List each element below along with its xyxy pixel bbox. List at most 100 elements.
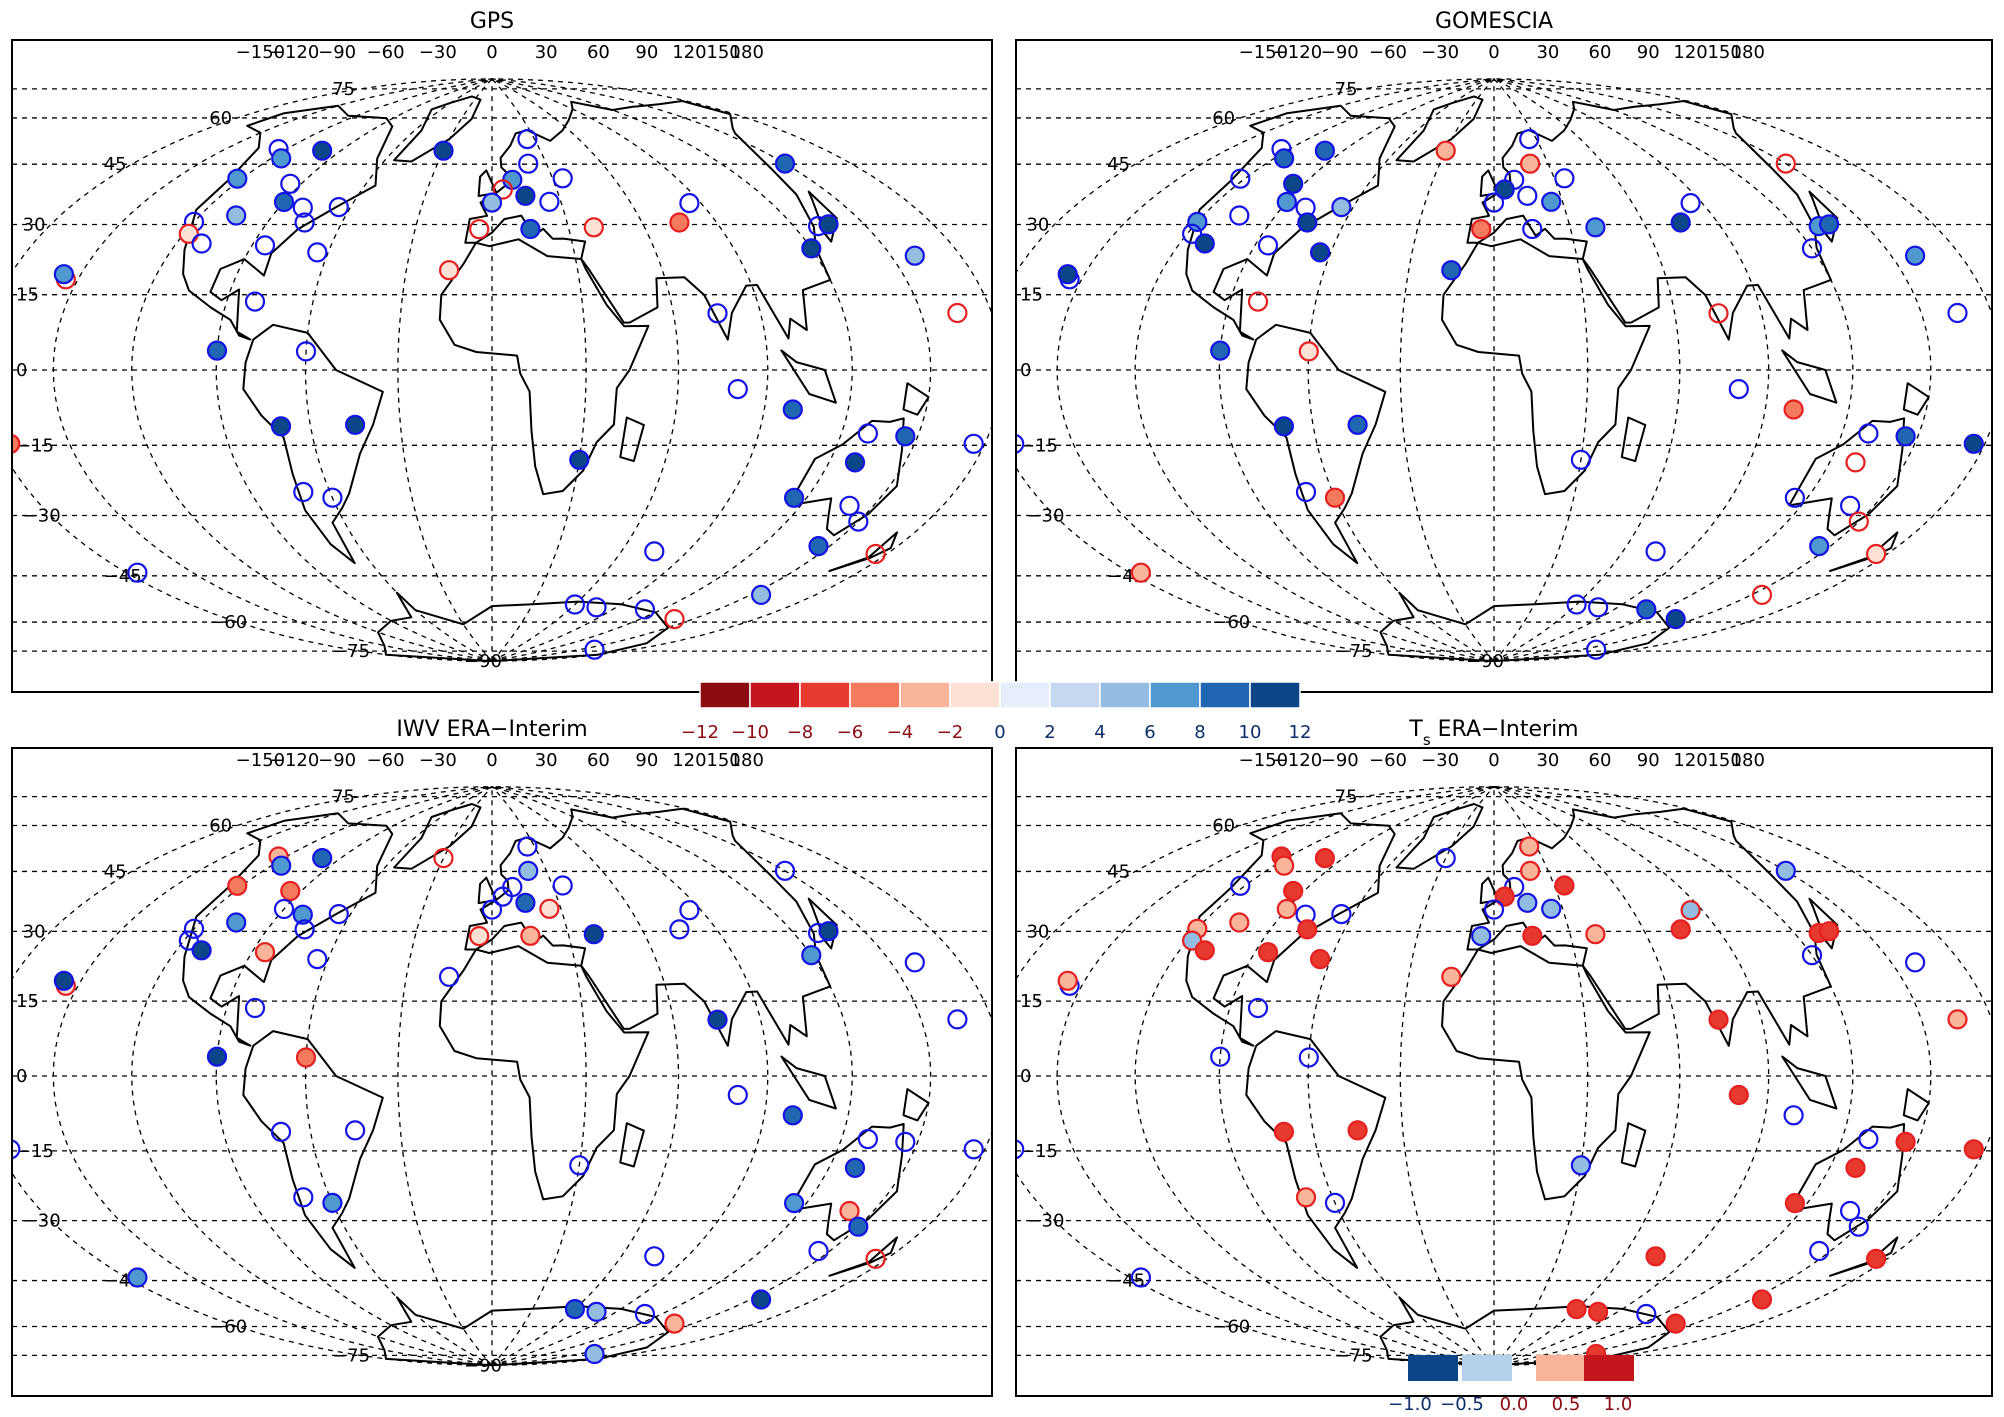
colorbar-tick-label: 12: [1289, 722, 1312, 743]
station-marker: [895, 1131, 916, 1153]
lon-tick-label: 0: [1488, 42, 1499, 63]
station-marker: [1680, 193, 1701, 214]
colorbar-swatch: [749, 681, 801, 709]
lat-tick-label: 60: [1212, 815, 1235, 836]
station-marker: [1783, 1105, 1804, 1126]
station-marker: [294, 212, 315, 233]
colorbar-tick-label: 4: [1094, 722, 1105, 743]
station-marker: [1273, 416, 1295, 437]
station-marker: [1298, 1047, 1319, 1068]
station-marker: [127, 562, 148, 583]
coastline: [242, 1030, 384, 1269]
coastline: [1788, 417, 1906, 537]
coastline: [1781, 349, 1838, 404]
meridian-line: [1134, 78, 1495, 662]
station-marker: [774, 860, 796, 881]
lon-tick-label: 30: [1536, 42, 1559, 63]
station-marker: [1517, 892, 1538, 913]
station-marker: [774, 153, 796, 174]
station-marker: [1519, 129, 1540, 150]
lon-tick-label: −60: [367, 42, 405, 63]
colorbar-tick-label: 0.0: [1500, 1394, 1529, 1415]
station-marker: [707, 303, 728, 324]
lat-tick-label: −90: [464, 651, 502, 672]
meridian-line: [491, 78, 680, 662]
station-marker: [586, 597, 607, 618]
lat-tick-label: −15: [16, 435, 54, 456]
coastline: [182, 104, 394, 341]
station-marker: [227, 168, 248, 189]
station-marker: [1273, 1121, 1295, 1143]
station-marker: [1519, 836, 1540, 857]
station-marker: [1845, 452, 1866, 473]
station-marker: [1257, 942, 1279, 963]
station-marker: [569, 1155, 590, 1176]
station-marker: [1801, 945, 1823, 966]
lon-tick-label: −90: [1321, 750, 1359, 771]
station-marker: [1210, 1046, 1231, 1067]
station-marker: [1494, 179, 1515, 200]
station-marker: [1331, 197, 1352, 218]
colorbar-swatch: [1149, 681, 1201, 709]
station-marker: [515, 185, 536, 206]
lon-tick-label: 30: [1536, 750, 1559, 771]
station-marker: [481, 192, 503, 213]
station-marker: [963, 433, 984, 454]
colorbar-main: −12 −10 −8 −6 −4 −2 0 2 4 6 8 10 12: [681, 681, 1312, 743]
station-marker: [634, 599, 656, 620]
station-marker: [307, 948, 328, 970]
lon-tick-label: 90: [1637, 42, 1660, 63]
coastline: [438, 238, 650, 496]
station-marker: [1645, 1246, 1666, 1267]
station-marker: [1839, 1200, 1861, 1222]
station-marker: [848, 511, 869, 532]
station-marker: [1210, 340, 1231, 361]
station-marker: [312, 140, 333, 161]
colorbar-swatch: [1462, 1355, 1512, 1381]
colorbar-tick-label: −0.5: [1440, 1394, 1484, 1415]
station-marker: [293, 1187, 314, 1208]
station-marker: [1295, 481, 1317, 503]
station-marker: [492, 886, 513, 907]
station-marker: [1247, 997, 1269, 1019]
station-marker: [727, 1084, 748, 1106]
station-marker: [481, 899, 503, 920]
lat-tick-label: 15: [16, 285, 39, 306]
lon-tick-label: 180: [1731, 750, 1765, 771]
station-marker: [782, 399, 803, 420]
station-marker: [53, 264, 75, 285]
colorbar-swatch: [699, 681, 751, 709]
meridian-line: [397, 78, 493, 662]
station-marker: [1295, 1187, 1317, 1208]
map-content: −150−120−90 −60 −30 0 30 60 90 120 1501807560453…: [12, 750, 992, 1376]
map-panel-4: −150−120−90 −60 −30 0 30 60 90 120 1501807560453…: [1015, 717, 1993, 1397]
coastline: [1466, 807, 1832, 1047]
coastline: [1902, 1088, 1930, 1122]
station-marker: [1187, 211, 1208, 232]
coastline: [1902, 382, 1930, 416]
lat-tick-label: 30: [23, 921, 46, 942]
station-marker: [1314, 847, 1336, 869]
station-marker: [1858, 423, 1879, 444]
station-marker: [1517, 185, 1538, 206]
lon-tick-label: 60: [1589, 750, 1612, 771]
station-marker: [517, 836, 538, 857]
lon-tick-label: 90: [635, 750, 658, 771]
map-panel-3: −150−120−90 −60 −30 0 30 60 90 120 1501807560453…: [11, 717, 993, 1397]
colorbar-swatch: [1099, 681, 1151, 709]
station-marker: [433, 140, 454, 161]
station-marker: [1230, 168, 1251, 189]
station-marker: [801, 945, 822, 966]
station-marker: [1904, 245, 1926, 266]
lon-tick-label: 150: [1707, 750, 1741, 771]
station-marker: [963, 1139, 984, 1160]
station-marker: [1585, 924, 1606, 945]
station-marker: [206, 1046, 228, 1067]
station-marker: [1845, 1157, 1866, 1179]
colorbar-tick-label: 0.5: [1552, 1394, 1581, 1415]
station-marker: [1471, 219, 1492, 240]
map-panel-1: −150−120−90 −60 −30 0 30 60 90 120 1501807560453…: [11, 9, 993, 693]
lat-tick-label: 15: [1020, 285, 1043, 306]
station-marker: [1541, 191, 1562, 212]
lat-tick-label: 45: [1107, 154, 1130, 175]
